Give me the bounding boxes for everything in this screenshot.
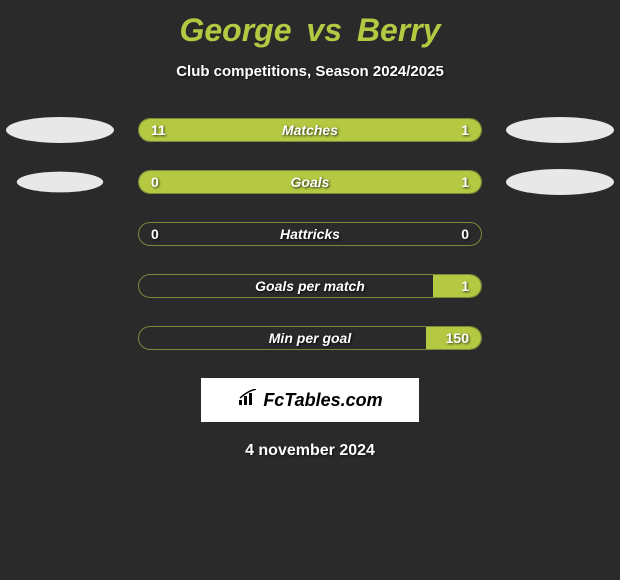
stat-row: 1 Goals per match (0, 274, 620, 298)
stat-bar: 1 Goals per match (138, 274, 482, 298)
stat-bar: 111Matches (138, 118, 482, 142)
footer-date: 4 november 2024 (0, 442, 620, 460)
stat-bar: 0 0 Hattricks (138, 222, 482, 246)
player1-name: George (179, 12, 291, 48)
player2-oval (506, 117, 614, 143)
stat-bar: 0 1 Goals (138, 170, 482, 194)
stat-value-right: 1 (461, 122, 469, 138)
stat-value-left: 0 (151, 174, 159, 190)
stat-value-right: 0 (461, 226, 469, 242)
stat-value-left: 0 (151, 226, 159, 242)
stat-value-right: 150 (446, 330, 469, 346)
chart-icon (237, 389, 259, 412)
stat-label: Goals (291, 174, 330, 190)
stat-bar: 150 Min per goal (138, 326, 482, 350)
player2-oval (506, 169, 614, 195)
player2-name: Berry (357, 12, 441, 48)
stat-row: 111Matches (0, 118, 620, 142)
stat-label: Goals per match (255, 278, 365, 294)
stat-value-left: 11 (151, 122, 166, 138)
stat-row: 0 0 Hattricks (0, 222, 620, 246)
stat-label: Matches (282, 122, 338, 138)
branding-text: FcTables.com (263, 390, 382, 411)
stat-value-right: 1 (461, 174, 469, 190)
vs-label: vs (306, 12, 342, 48)
stats-container: 111Matches01Goals00Hattricks1Goals per m… (0, 118, 620, 350)
stat-label: Hattricks (280, 226, 340, 242)
comparison-title: George vs Berry (0, 0, 620, 49)
stat-row: 0 1 Goals (0, 170, 620, 194)
branding-box: FcTables.com (201, 378, 419, 422)
player1-oval (17, 172, 103, 193)
bar-fill-right (433, 275, 481, 297)
stat-label: Min per goal (269, 330, 351, 346)
branding-logo: FcTables.com (237, 389, 382, 412)
player1-oval (6, 117, 114, 143)
stat-value-right: 1 (461, 278, 469, 294)
stat-row: 150 Min per goal (0, 326, 620, 350)
subtitle: Club competitions, Season 2024/2025 (0, 63, 620, 80)
